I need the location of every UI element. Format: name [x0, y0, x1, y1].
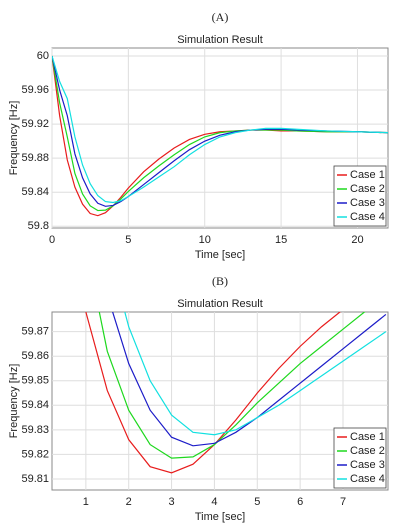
legend-label: Case 4 — [350, 473, 385, 485]
series-line — [85, 312, 341, 474]
x-tick-label: 0 — [49, 234, 55, 246]
panel-label: (A) — [212, 10, 229, 24]
y-tick-label: 59.96 — [21, 84, 49, 96]
panel-label: (B) — [212, 274, 228, 288]
legend-label: Case 4 — [350, 211, 385, 223]
legend-label: Case 1 — [350, 169, 385, 181]
legend-label: Case 3 — [350, 197, 385, 209]
plot-area — [51, 47, 389, 229]
chart-title: Simulation Result — [177, 34, 263, 46]
series-line — [52, 55, 388, 207]
x-tick-label: 4 — [211, 496, 217, 508]
plot-area — [51, 311, 389, 491]
legend-label: Case 2 — [350, 445, 385, 457]
x-axis-label: Time [sec] — [195, 511, 245, 523]
y-tick-label: 59.84 — [21, 186, 49, 198]
y-tick-label: 59.92 — [21, 118, 49, 130]
y-tick-label: 59.87 — [21, 326, 49, 338]
y-axis-label: Frequency [Hz] — [8, 364, 20, 439]
y-tick-label: 59.81 — [21, 473, 49, 485]
x-tick-label: 3 — [169, 496, 175, 508]
y-tick-label: 59.84 — [21, 399, 49, 411]
chart-title: Simulation Result — [177, 298, 263, 310]
x-tick-label: 10 — [199, 234, 211, 246]
series-line — [52, 55, 388, 204]
x-tick-label: 20 — [351, 234, 363, 246]
series-line — [52, 55, 388, 217]
x-tick-label: 6 — [297, 496, 303, 508]
y-axis-label: Frequency [Hz] — [8, 101, 20, 176]
y-tick-label: 59.88 — [21, 152, 49, 164]
y-tick-label: 59.85 — [21, 375, 49, 387]
x-axis-label: Time [sec] — [195, 249, 245, 261]
x-tick-label: 5 — [125, 234, 131, 246]
x-tick-label: 15 — [275, 234, 287, 246]
x-tick-label: 7 — [340, 496, 346, 508]
x-tick-label: 2 — [126, 496, 132, 508]
x-tick-label: 5 — [254, 496, 260, 508]
y-tick-label: 59.83 — [21, 424, 49, 436]
legend-box — [333, 165, 387, 227]
y-tick-label: 59.86 — [21, 350, 49, 362]
series-group — [85, 312, 387, 474]
series-line — [112, 312, 387, 447]
legend-label: Case 1 — [350, 431, 385, 443]
series-line — [52, 55, 388, 212]
y-tick-label: 60 — [37, 50, 49, 62]
y-tick-label: 59.8 — [28, 220, 49, 232]
y-tick-label: 59.82 — [21, 448, 49, 460]
legend-label: Case 2 — [350, 183, 385, 195]
legend-box — [333, 427, 387, 489]
series-line — [98, 312, 366, 459]
series-group — [52, 55, 388, 217]
series-line — [124, 312, 387, 436]
x-tick-label: 1 — [83, 496, 89, 508]
legend-label: Case 3 — [350, 459, 385, 471]
